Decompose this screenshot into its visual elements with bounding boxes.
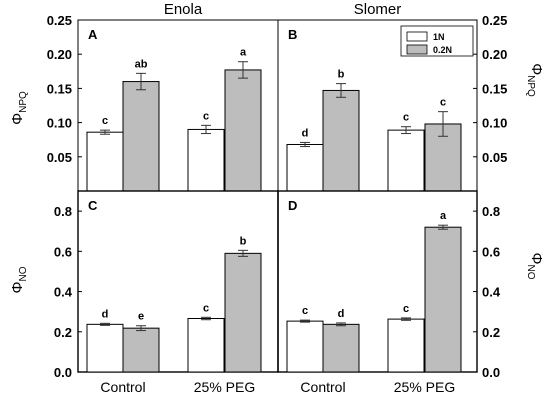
category-label: 25% PEG [394, 379, 455, 395]
significance-letter: c [403, 112, 409, 124]
significance-letter: c [440, 97, 446, 109]
y-axis-symbol: Φ [9, 113, 26, 125]
bar-1n-0 [286, 143, 324, 192]
panel-c: 0.0 0.2 0.4 0.6 0.8 d c e b C [54, 190, 279, 380]
y-tick-label: 0.6 [54, 244, 72, 259]
y-axis-subscript: NPQ [18, 91, 29, 113]
bar-1n-1 [187, 128, 225, 192]
y-tick-label: 0.2 [54, 325, 72, 340]
panel-a: 0.05 0.10 0.15 0.20 0.25 c c ab a A Enola [47, 1, 279, 192]
significance-letter: c [203, 110, 209, 122]
panel-letter: B [288, 27, 297, 42]
y-tick-label: 0.4 [54, 285, 73, 300]
significance-letter: a [240, 47, 247, 59]
y-tick-label: 0.8 [482, 204, 500, 219]
bar-1n-0 [86, 323, 124, 373]
y-tick-label: 0.0 [54, 365, 72, 380]
y-tick-label: 0.20 [482, 47, 507, 62]
significance-letter: c [102, 115, 108, 127]
legend: 1N 0.2N [400, 25, 474, 57]
y-tick-label: 0.15 [482, 81, 507, 96]
bar-1n-0 [86, 131, 124, 192]
y-tick-label: 0.6 [482, 244, 500, 259]
bar-02n-1 [224, 252, 262, 373]
legend-label: 0.2N [433, 45, 452, 55]
legend-swatch-0 [406, 31, 428, 42]
category-label: Control [100, 379, 145, 395]
bar-1n-0 [286, 320, 324, 373]
significance-letter: b [338, 69, 345, 81]
bar-1n-1 [387, 129, 425, 192]
y-tick-label: 0.20 [47, 47, 72, 62]
y-tick-label: 0.0 [482, 365, 500, 380]
y-tick-label: 0.25 [482, 13, 507, 28]
y-tick-label: 0.10 [47, 116, 72, 131]
y-axis-symbol: Φ [528, 253, 545, 265]
y-axis-subscript: NO [18, 266, 29, 281]
bar-1n-1 [187, 318, 225, 373]
panel-letter: A [88, 27, 98, 42]
significance-letter: c [203, 302, 209, 314]
y-axis-label-no-right: ΦNO [525, 253, 545, 280]
category-label: Control [300, 379, 345, 395]
bar-1n-1 [387, 318, 425, 373]
y-tick-label: 0.8 [54, 204, 72, 219]
panel-letter: C [88, 198, 98, 213]
significance-letter: e [138, 311, 144, 323]
panel-d: 0.0 0.2 0.4 0.6 0.8 c c d a D [277, 190, 501, 380]
legend-label: 1N [433, 32, 445, 42]
bar-02n-0 [122, 81, 160, 192]
significance-letter: a [440, 210, 447, 222]
y-axis-label-npq-left: ΦNPQ [9, 91, 29, 125]
significance-letter: c [403, 303, 409, 315]
significance-letter: d [302, 127, 309, 139]
y-tick-label: 0.25 [47, 13, 72, 28]
column-title: Enola [164, 1, 203, 18]
significance-letter: b [240, 235, 247, 247]
bar-02n-1 [224, 69, 262, 192]
y-axis-symbol: Φ [528, 63, 545, 75]
significance-letter: ab [135, 58, 148, 70]
y-axis-subscript: NPQ [525, 75, 536, 97]
y-tick-label: 0.10 [482, 116, 507, 131]
bar-02n-0 [322, 89, 360, 192]
y-tick-label: 0.2 [482, 325, 500, 340]
y-tick-label: 0.15 [47, 81, 72, 96]
y-tick-label: 0.05 [482, 150, 507, 165]
significance-letter: d [102, 308, 109, 320]
y-tick-label: 0.4 [482, 285, 501, 300]
legend-swatch-1 [406, 44, 428, 55]
bar-02n-0 [322, 323, 360, 373]
significance-letter: d [338, 308, 345, 320]
y-axis-label-npq-right: ΦNPQ [525, 63, 545, 97]
column-title: Slomer [354, 1, 402, 18]
y-axis-subscript: NO [525, 264, 536, 279]
bar-02n-1 [424, 226, 462, 373]
y-tick-label: 0.05 [47, 150, 72, 165]
category-label: 25% PEG [194, 379, 255, 395]
y-axis-symbol: Φ [9, 281, 26, 293]
bar-02n-0 [122, 327, 160, 373]
y-axis-label-no-left: ΦNO [9, 266, 29, 293]
panel-letter: D [288, 198, 297, 213]
panel-frame [277, 190, 478, 373]
significance-letter: c [302, 305, 308, 317]
